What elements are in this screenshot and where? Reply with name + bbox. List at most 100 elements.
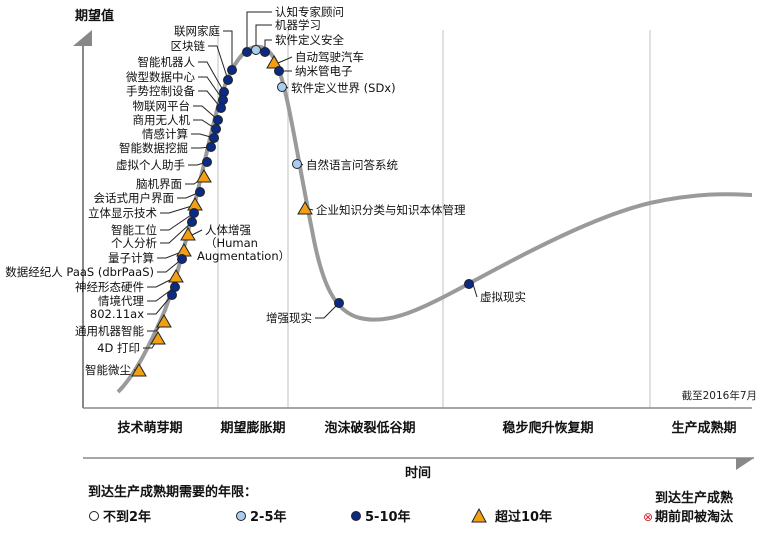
marker-triangle: [176, 243, 192, 257]
phase-plateau: 生产成熟期: [671, 420, 736, 436]
marker-circle: [195, 187, 205, 197]
marker-circle: [277, 82, 287, 92]
technology-label: 智能数据挖掘: [119, 141, 188, 155]
marker-circle: [189, 208, 199, 218]
technology-label: 虚拟个人助手: [116, 158, 185, 172]
technology-label: 4D 打印: [97, 341, 140, 355]
leader-line: [198, 90, 222, 109]
leader-line: [472, 283, 478, 298]
technology-label: 增强现实: [266, 311, 312, 325]
technology-label: 虚拟现实: [480, 290, 526, 304]
technology-label: 情境代理: [98, 294, 144, 308]
phase-dividers: [217, 30, 651, 408]
marker-circle: [206, 142, 216, 152]
technology-label: 机器学习: [275, 18, 321, 32]
marker-circle: [177, 254, 187, 264]
marker-triangle: [156, 314, 172, 328]
marker-circle: [292, 159, 302, 169]
x-axis-label: 时间: [405, 465, 431, 481]
marker-triangle: [150, 331, 166, 345]
technology-label: 会话式用户界面: [94, 191, 175, 205]
technology-label: 区块链: [171, 39, 206, 53]
marker-circle: [167, 290, 177, 300]
legend-title: 到达生产成熟期需要的年限：: [88, 484, 257, 500]
phase-trough: 泡沫破裂低谷期: [324, 420, 415, 436]
leader-line: [193, 119, 217, 130]
technology-markers: [131, 45, 474, 377]
leader-line: [191, 229, 203, 236]
technology-label: 情感计算: [142, 127, 188, 141]
technology-label: 智能工位: [111, 223, 157, 237]
marker-circle: [187, 217, 197, 227]
legend-obsolete-line2: 期前即被淘汰: [655, 509, 734, 525]
technology-label: 纳米管电子: [295, 64, 353, 78]
legend-label-2to5: 2-5年: [250, 509, 287, 525]
leader-line: [255, 24, 272, 45]
technology-label: 量子计算: [108, 251, 154, 265]
marker-circle: [223, 75, 233, 85]
leader-line: [157, 258, 183, 273]
legend-marker-5to10: [351, 511, 361, 521]
y-axis-label: 期望值: [75, 8, 114, 24]
leader-line: [315, 302, 340, 319]
legend-label-lt2: 不到2年: [103, 509, 151, 525]
technology-label: 认知专家顾问: [275, 5, 344, 19]
technology-label: 自然语言问答系统: [306, 158, 398, 172]
leader-line: [198, 76, 224, 101]
leader-line: [246, 11, 272, 47]
technology-label: 微型数据中心: [126, 70, 195, 84]
technology-label: 软件定义世界 (SDx): [291, 81, 396, 95]
legend-marker-lt2: [89, 511, 99, 521]
marker-triangle: [180, 227, 196, 241]
legend-marker-2to5: [236, 511, 246, 521]
obsolete-icon: ⊗: [643, 510, 653, 524]
technology-label: 神经形态硬件: [75, 280, 144, 294]
legend-label-5to10: 5-10年: [365, 509, 411, 525]
leader-line: [208, 45, 229, 81]
technology-label: 智能机器人: [138, 55, 196, 69]
marker-triangle: [196, 169, 212, 183]
leader-line: [160, 204, 196, 214]
phase-peak: 期望膨胀期: [220, 420, 285, 436]
marker-circle: [216, 103, 226, 113]
legend-label-gt10: 超过10年: [495, 509, 552, 525]
leader-line: [277, 56, 293, 64]
technology-label: 企业知识分类与知识本体管理: [316, 203, 466, 217]
technology-label: 物联网平台: [133, 99, 191, 113]
legend-obsolete-line1: 到达生产成熟: [655, 490, 733, 506]
marker-circle: [260, 47, 270, 57]
as-of-date: 截至2016年7月: [682, 389, 757, 402]
leader-line: [147, 294, 173, 315]
legend-marker-gt10: [471, 507, 487, 523]
marker-triangle: [266, 55, 282, 69]
leader-line: [160, 221, 193, 244]
marker-circle: [464, 279, 474, 289]
y-axis-arrow: [73, 30, 92, 46]
technology-label-line3: Augmentation）: [197, 249, 290, 263]
technology-label: 联网家庭: [174, 24, 220, 38]
phase-slope: 稳步爬升恢复期: [502, 420, 593, 436]
marker-triangle: [168, 269, 184, 283]
leader-line: [198, 61, 225, 93]
technology-label-line2: （Human: [205, 236, 258, 250]
leader-line: [160, 212, 195, 231]
technology-label: 人体增强: [205, 223, 251, 237]
technology-label: 立体显示技术: [88, 206, 157, 220]
technology-label: 802.11ax: [90, 307, 144, 321]
marker-circle: [251, 45, 261, 55]
marker-circle: [242, 47, 252, 57]
legend: 到达生产成熟期需要的年限： 不到2年 2-5年 5-10年 超过10年 ⊗ 到达…: [88, 484, 734, 525]
technology-label: 通用机器智能: [75, 324, 144, 338]
leader-line: [193, 105, 219, 121]
technology-label: 手势控制设备: [126, 84, 195, 98]
marker-circle: [213, 115, 223, 125]
marker-triangle: [131, 363, 147, 377]
leader-line: [264, 39, 272, 47]
leader-line: [177, 191, 201, 199]
technology-label: 智能微尘: [85, 363, 131, 377]
technology-label: 个人分析: [111, 236, 157, 250]
leader-line: [223, 30, 233, 70]
marker-circle: [274, 66, 284, 76]
marker-circle: [202, 157, 212, 167]
